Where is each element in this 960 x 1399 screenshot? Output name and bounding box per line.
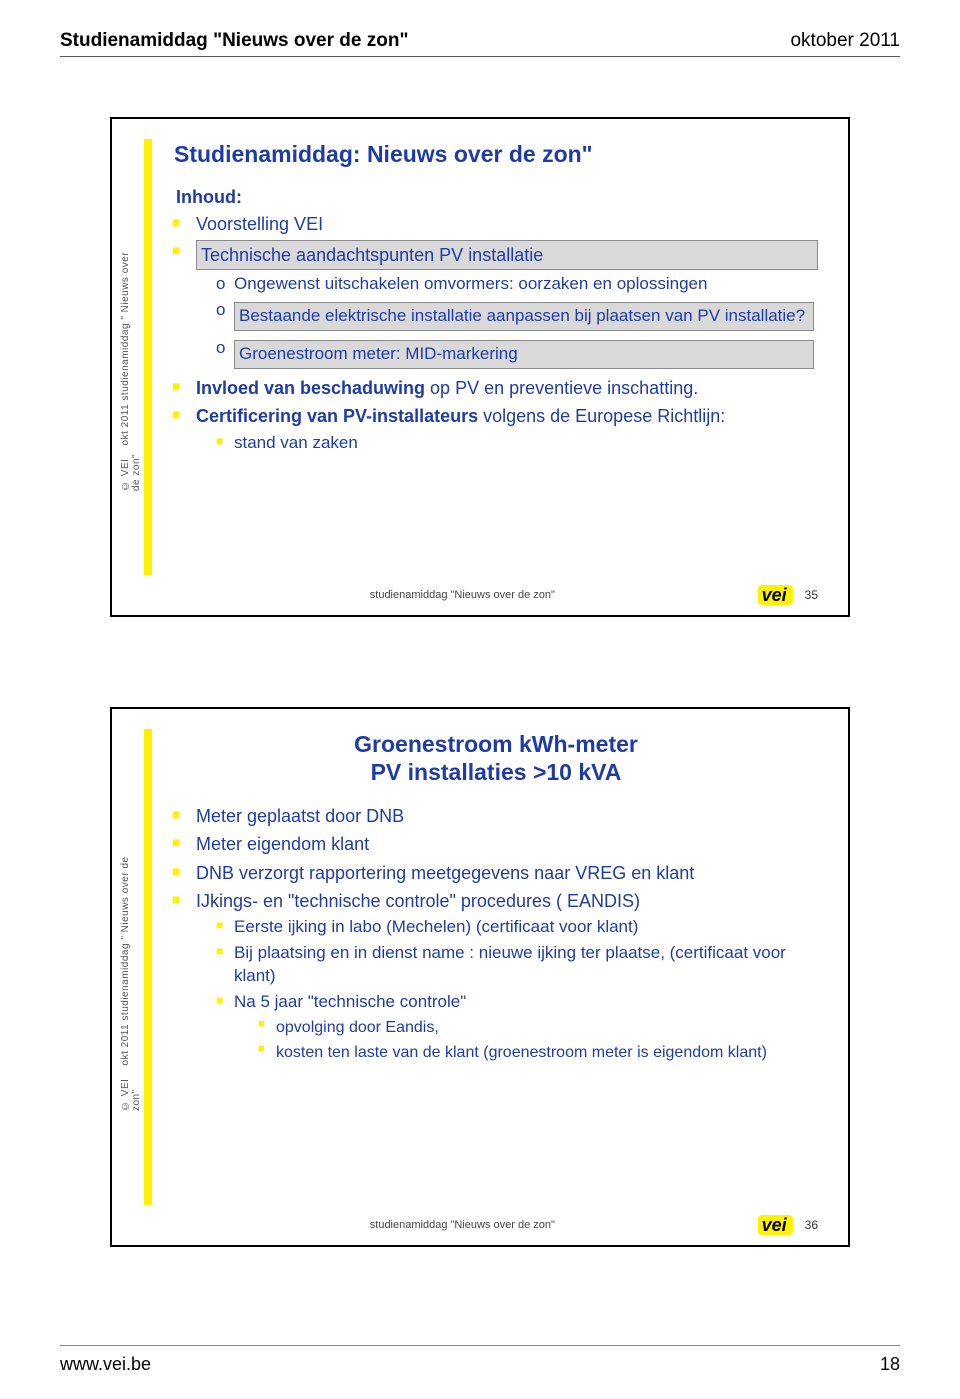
- item-invloed: Invloed van beschaduwing op PV en preven…: [172, 376, 818, 400]
- slide1-footer: studienamiddag "Nieuws over de zon" vei …: [164, 585, 818, 605]
- page-container: Studienamiddag "Nieuws over de zon" okto…: [0, 0, 960, 1399]
- slide2-footer-center: studienamiddag "Nieuws over de zon": [167, 1219, 758, 1231]
- s2-b2: Meter eigendom klant: [172, 832, 818, 856]
- item-cert: Certificering van PV-installateurs volge…: [172, 404, 818, 454]
- slide2-footer: studienamiddag "Nieuws over de zon" vei …: [164, 1215, 818, 1235]
- s2-b3: DNB verzorgt rapportering meetgegevens n…: [172, 861, 818, 885]
- s2-b4: IJkings- en "technische controle" proced…: [172, 889, 818, 1063]
- tech-band: Technische aandachtspunten PV installati…: [196, 240, 818, 270]
- yellow-strip: [144, 139, 152, 575]
- page-footer-right: 18: [880, 1354, 900, 1375]
- slide2-list: Meter geplaatst door DNB Meter eigendom …: [164, 804, 818, 1063]
- header-left-quote: "Nieuws over de zon": [213, 30, 408, 51]
- cert-sublist: stand van zaken: [216, 432, 818, 455]
- page-header: Studienamiddag "Nieuws over de zon" okto…: [60, 30, 900, 57]
- slide1-title: Studienamiddag: Nieuws over de zon": [174, 141, 818, 169]
- header-left-bold: Studienamiddag: [60, 30, 213, 51]
- sub-o2: oBestaande elektrische installatie aanpa…: [216, 299, 818, 334]
- sub-o1: oOngewenst uitschakelen omvormers: oorza…: [216, 273, 818, 296]
- slide1-pagenum: 35: [805, 588, 818, 602]
- header-right: oktober 2011: [790, 30, 900, 52]
- slide-36: © VEI okt 2011 studienamiddag " Nieuws o…: [110, 707, 850, 1247]
- sidebar-rotated-text: © VEI okt 2011 studienamiddag " Nieuws o…: [120, 243, 142, 491]
- tech-sublist: oOngewenst uitschakelen omvormers: oorza…: [216, 273, 818, 372]
- sub-stand: stand van zaken: [216, 432, 818, 455]
- sidebar-rotated-text-2: © VEI okt 2011 studienamiddag " Nieuws o…: [120, 843, 142, 1111]
- page-footer: www.vei.be 18: [60, 1345, 900, 1375]
- item-tech: Technische aandachtspunten PV installati…: [172, 240, 818, 372]
- s2-ss1: opvolging door Eandis,: [258, 1017, 818, 1039]
- footer-logo-group: vei 35: [758, 585, 818, 605]
- slide1-section-label: Inhoud:: [176, 187, 818, 208]
- s2-s1: Eerste ijking in labo (Mechelen) (certif…: [216, 916, 818, 939]
- s2-s2: Bij plaatsing en in dienst name : nieuwe…: [216, 942, 818, 988]
- s2-s3: Na 5 jaar "technische controle" opvolgin…: [216, 991, 818, 1063]
- slide1-list: Voorstelling VEI Technische aandachtspun…: [164, 212, 818, 455]
- slide2-pagenum: 36: [805, 1218, 818, 1232]
- page-footer-left: www.vei.be: [60, 1354, 151, 1375]
- yellow-strip-2: [144, 729, 152, 1205]
- slide1-footer-center: studienamiddag "Nieuws over de zon": [167, 589, 758, 601]
- header-left: Studienamiddag "Nieuws over de zon": [60, 30, 408, 52]
- s2-sublist: Eerste ijking in labo (Mechelen) (certif…: [216, 916, 818, 1063]
- s2-subsublist: opvolging door Eandis, kosten ten laste …: [258, 1017, 818, 1063]
- s2-b1: Meter geplaatst door DNB: [172, 804, 818, 828]
- footer-logo-group-2: vei 36: [758, 1215, 818, 1235]
- vei-logo-icon: vei: [758, 585, 793, 605]
- sub-o3: oGroenestroom meter: MID-markering: [216, 337, 818, 372]
- item-voorstelling: Voorstelling VEI: [172, 212, 818, 236]
- slide-35: © VEI okt 2011 studienamiddag " Nieuws o…: [110, 117, 850, 617]
- s2-ss2: kosten ten laste van de klant (groenestr…: [258, 1042, 818, 1064]
- slide2-title: Groenestroom kWh-meter PV installaties >…: [174, 731, 818, 786]
- vei-logo-icon-2: vei: [758, 1215, 793, 1235]
